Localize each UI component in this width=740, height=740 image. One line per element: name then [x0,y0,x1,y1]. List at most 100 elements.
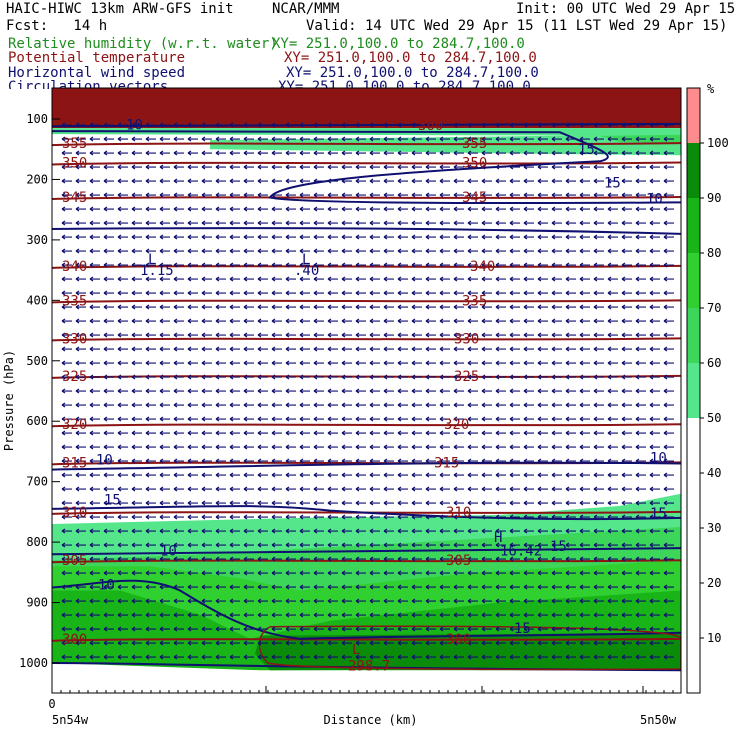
wind-arrow [341,486,352,492]
wind-arrow [229,388,240,394]
wind-arrow [313,136,324,142]
wind-arrow [425,178,436,184]
wind-arrow [439,234,450,240]
wind-arrow [257,276,268,282]
wind-arrow [201,192,212,198]
wind-arrow [453,584,464,590]
wind-arrow [509,206,520,212]
wind-arrow [663,598,674,604]
wind-arrow [495,136,506,142]
wind-arrow [481,150,492,156]
wind-arrow [103,164,114,170]
wind-arrow [565,416,576,422]
wind-arrow [355,346,366,352]
wind-arrow [327,472,338,478]
wind-arrow [649,192,660,198]
wind-arrow [607,444,618,450]
wind-arrow [523,416,534,422]
wind-arrow [243,122,254,128]
wind-arrow [173,360,184,366]
wind-arrow [509,360,520,366]
y-tick-label-1000: 1000 [19,656,48,670]
wind-arrow [229,430,240,436]
wind-arrow [201,640,212,646]
wind-arrow [285,640,296,646]
wind-arrow [187,416,198,422]
wind-arrow [201,206,212,212]
wind-arrow [89,220,100,226]
wind-arrow [327,360,338,366]
wind-arrow [439,500,450,506]
wind-arrow [201,584,212,590]
wind-arrow [341,192,352,198]
wind-arrow [663,304,674,310]
wind-arrow [467,612,478,618]
wind-arrow [285,472,296,478]
wind-arrow [621,248,632,254]
wind-arrow [621,430,632,436]
wind-arrow [145,654,156,660]
wind-arrow [187,248,198,254]
wind-arrow [159,346,170,352]
wind-arrow [467,304,478,310]
wind-arrow [215,164,226,170]
y-tick-label-400: 400 [26,293,48,307]
wind-arrow [537,458,548,464]
wind-arrow [635,178,646,184]
wind-arrow [257,612,268,618]
rh-low-80-left [52,620,150,663]
wind-arrow [467,500,478,506]
wind-arrow [61,220,72,226]
wind-arrow [173,626,184,632]
wind-arrow [635,402,646,408]
theta-label-left-300: 300 [62,632,87,648]
wind-arrow [327,206,338,212]
wind-arrow [495,290,506,296]
wind-arrow [593,360,604,366]
wind-arrow [215,598,226,604]
wind-arrow [173,430,184,436]
wind-arrow [187,542,198,548]
wind-arrow [523,458,534,464]
wind-arrow [103,584,114,590]
wind-arrow [117,430,128,436]
wind-arrow [411,472,422,478]
wind-arrow [313,486,324,492]
wind-arrow [75,290,86,296]
wind-arrow [383,248,394,254]
wind-arrow [243,458,254,464]
colorbar-band-50 [687,363,700,418]
wind-arrow [117,640,128,646]
wind-arrow [383,584,394,590]
wind-arrow [565,262,576,268]
wind-arrow [425,626,436,632]
wind-arrow [215,626,226,632]
wind-arrow [173,402,184,408]
wind-arrow [495,318,506,324]
wind-arrow [369,654,380,660]
wind-arrow [299,346,310,352]
wind-arrow [369,598,380,604]
wind-arrow [607,402,618,408]
wind-arrow [509,248,520,254]
wind-arrow [131,192,142,198]
wind-arrow [229,318,240,324]
wind-arrow [215,192,226,198]
wind-arrow [173,570,184,576]
colorbar-band-0 [687,638,700,693]
wind-arrow [439,304,450,310]
wind-arrow [551,486,562,492]
wind-arrow [117,388,128,394]
field-xy-wind: XY= 251.0,100.0 to 284.7,100.0 [286,65,539,81]
wind-arrow [579,640,590,646]
wind-arrow [439,598,450,604]
wind-arrow [215,472,226,478]
wind-arrow [663,332,674,338]
wind-arrow [313,416,324,422]
wind-arrow [439,192,450,198]
wind-arrow [229,416,240,422]
y-tick-label-700: 700 [26,475,48,489]
wind-arrow [299,556,310,562]
wind-arrow [649,150,660,156]
theta-label-mid-305: 305 [446,553,471,569]
